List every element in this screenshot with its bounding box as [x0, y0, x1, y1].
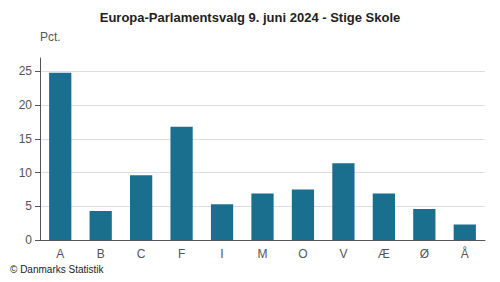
svg-text:Europa-Parlamentsvalg 9. juni: Europa-Parlamentsvalg 9. juni 2024 - Sti… — [100, 10, 401, 25]
svg-text:Ø: Ø — [420, 247, 429, 261]
svg-text:0: 0 — [25, 233, 32, 247]
svg-text:© Danmarks Statistik: © Danmarks Statistik — [10, 264, 105, 275]
svg-text:C: C — [137, 247, 146, 261]
svg-text:Å: Å — [461, 246, 469, 261]
svg-text:Pct.: Pct. — [40, 30, 61, 44]
svg-text:A: A — [56, 247, 64, 261]
svg-text:V: V — [339, 247, 347, 261]
svg-text:B: B — [97, 247, 105, 261]
svg-text:I: I — [220, 247, 223, 261]
svg-text:M: M — [258, 247, 268, 261]
svg-text:O: O — [298, 247, 307, 261]
svg-text:20: 20 — [19, 98, 33, 112]
svg-text:Æ: Æ — [378, 247, 390, 261]
svg-text:10: 10 — [19, 166, 33, 180]
svg-text:F: F — [178, 247, 185, 261]
svg-text:15: 15 — [19, 132, 33, 146]
svg-text:25: 25 — [19, 64, 33, 78]
svg-text:5: 5 — [25, 199, 32, 213]
